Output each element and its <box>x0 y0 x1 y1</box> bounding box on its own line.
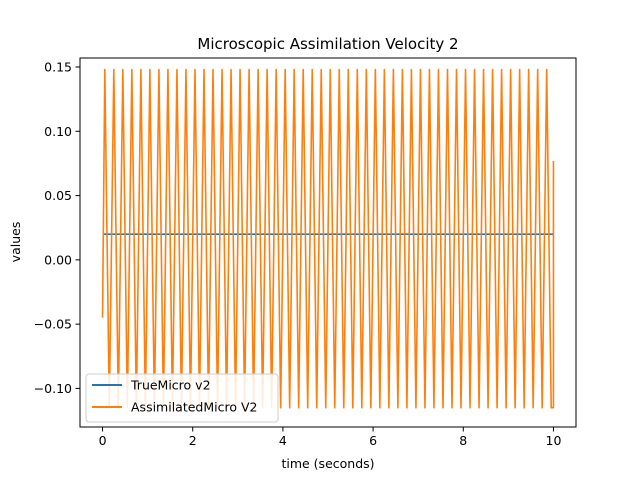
series-line-1 <box>101 68 555 409</box>
x-tick-label: 4 <box>279 433 287 448</box>
x-tick-label: 8 <box>459 433 467 448</box>
chart-title: Microscopic Assimilation Velocity 2 <box>197 35 458 53</box>
legend: TrueMicro v2 AssimilatedMicro V2 <box>85 373 279 423</box>
x-axis-label: time (seconds) <box>281 456 374 471</box>
y-tick-label: 0.00 <box>44 252 72 267</box>
legend-box <box>85 373 279 423</box>
legend-label-true-micro: TrueMicro v2 <box>130 378 211 393</box>
x-tick-label: 2 <box>189 433 197 448</box>
y-tick-label: 0.05 <box>44 188 72 203</box>
y-tick-label: −0.05 <box>34 317 72 332</box>
legend-label-assimilated-micro: AssimilatedMicro V2 <box>131 400 257 415</box>
plot-frame <box>79 57 577 428</box>
y-tick-label: 0.15 <box>44 60 72 75</box>
series-layer <box>101 68 555 409</box>
x-tick-label: 6 <box>369 433 377 448</box>
x-tick-label: 10 <box>546 433 562 448</box>
y-axis-label: values <box>8 222 23 263</box>
x-axis: 0 2 4 6 8 10 <box>99 427 562 448</box>
y-tick-label: −0.10 <box>34 381 72 396</box>
x-tick-label: 0 <box>99 433 107 448</box>
y-tick-label: 0.10 <box>44 124 72 139</box>
y-axis: −0.10 −0.05 0.00 0.05 0.10 0.15 <box>34 60 80 396</box>
